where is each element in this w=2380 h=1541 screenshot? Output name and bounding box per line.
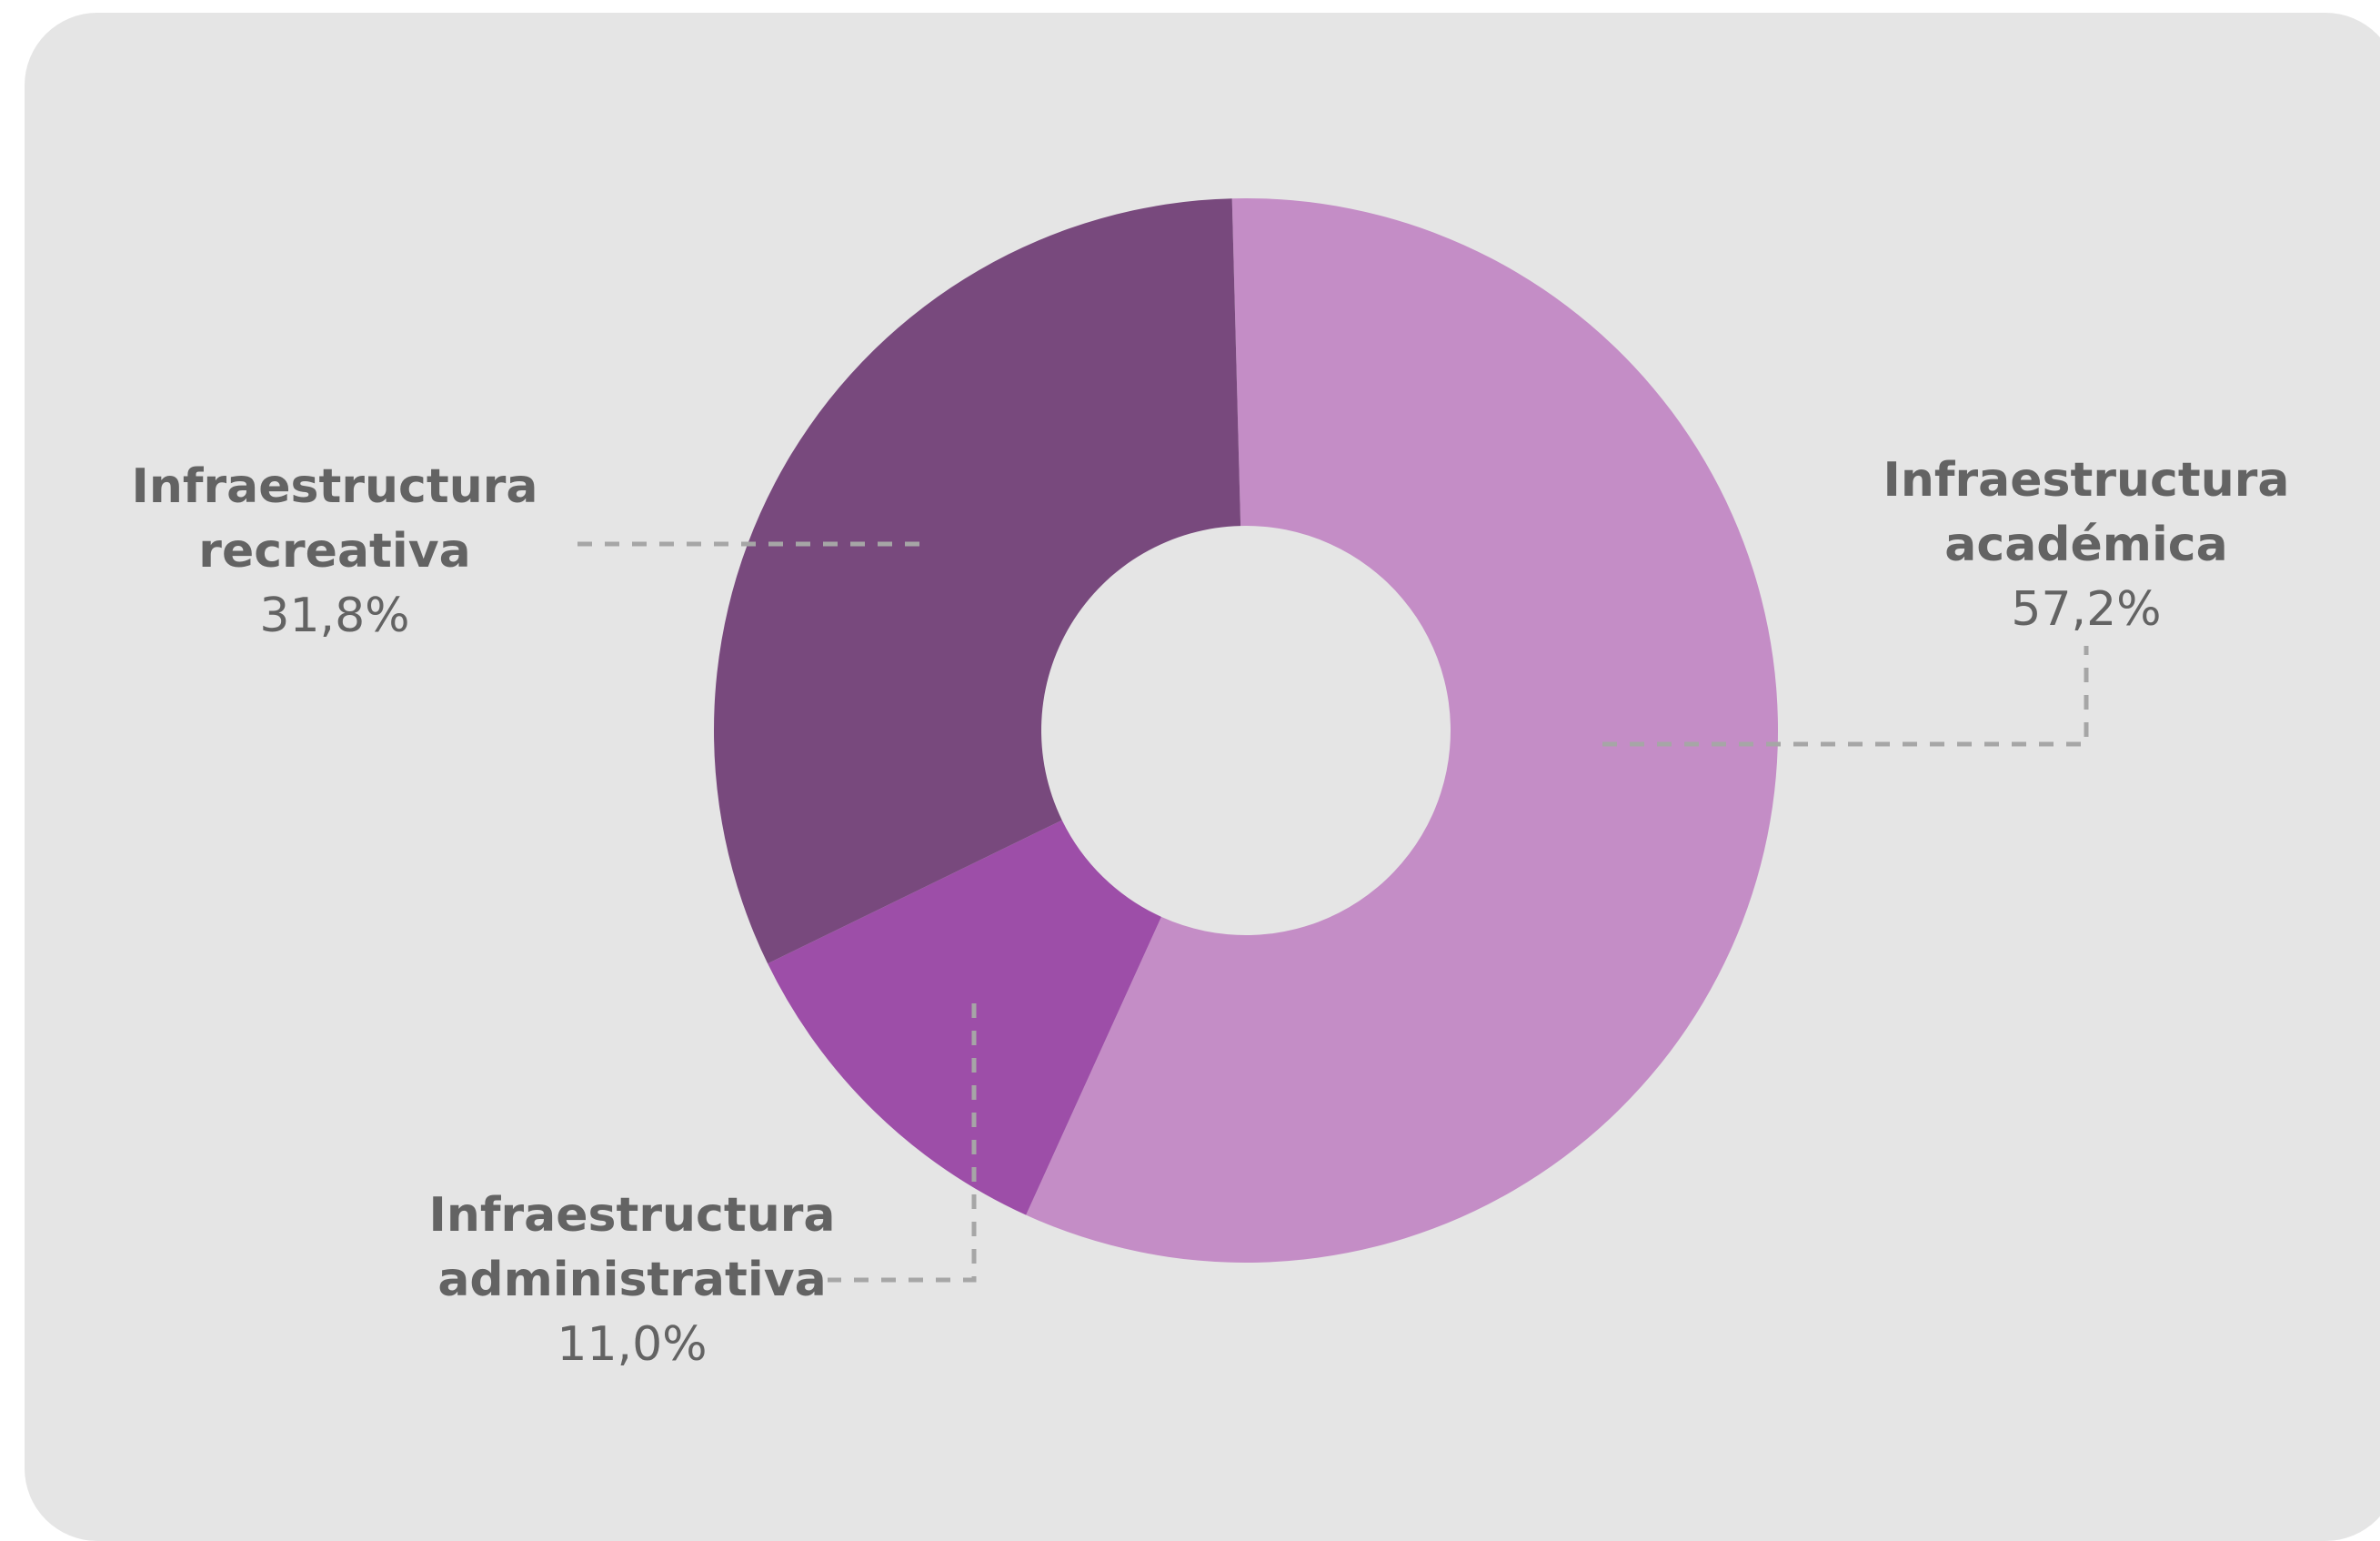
label-name-line: administrativa <box>437 1253 826 1307</box>
slice-administrativa <box>768 820 1161 1215</box>
label-value: 57,2% <box>2011 582 2161 637</box>
label-name-line: Infraestructura <box>132 459 538 514</box>
label-name-line: Infraestructura <box>1883 453 2290 508</box>
label-value: 11,0% <box>557 1317 707 1372</box>
label-academica: Infraestructura académica 57,2% <box>1883 453 2290 637</box>
label-administrativa: Infraestructura administrativa 11,0% <box>429 1188 836 1372</box>
label-value: 31,8% <box>259 589 409 643</box>
label-name-line: académica <box>1944 518 2227 572</box>
leader-line-academica <box>1602 646 2089 747</box>
leader-line-administrativa <box>828 1003 977 1283</box>
slice-recreativa <box>714 198 1241 964</box>
donut-chart: Infraestructuraacadémica57,2%Infraestruc… <box>132 198 2290 1372</box>
label-name-line: recreativa <box>198 524 470 579</box>
slice-academica <box>1026 198 1779 1263</box>
label-name-line: Infraestructura <box>429 1188 836 1243</box>
label-recreativa: Infraestructura recreativa 31,8% <box>132 459 538 643</box>
